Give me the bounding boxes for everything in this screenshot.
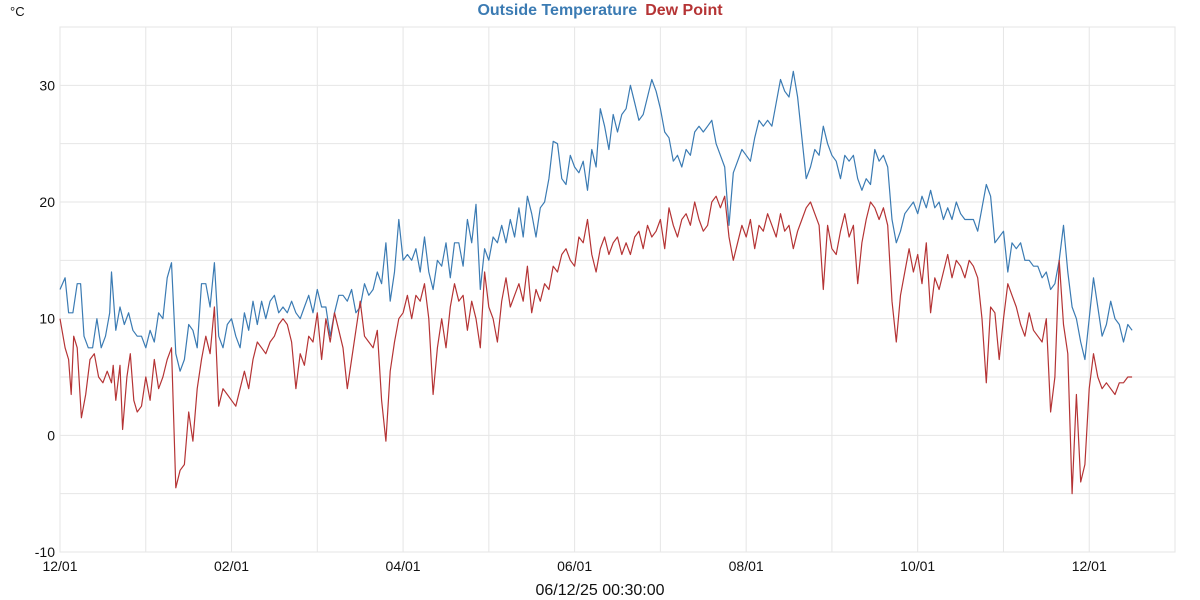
temperature-series-line <box>59 70 1133 372</box>
x-tick-label: 08/01 <box>729 558 764 574</box>
axes: -10 0 10 20 30 12/01 02/01 04/01 06/01 08/01 10/01… <box>35 77 1107 574</box>
y-tick-label: 0 <box>47 427 55 443</box>
x-tick-label: 12/01 <box>1072 558 1107 574</box>
x-tick-label: 10/01 <box>900 558 935 574</box>
x-tick-label: 06/01 <box>557 558 592 574</box>
plot-area <box>59 26 1176 553</box>
title-series-dewpoint: Dew Point <box>645 2 723 19</box>
x-tick-label: 02/01 <box>214 558 249 574</box>
y-tick-label: 10 <box>39 311 55 327</box>
y-tick-label: 30 <box>39 77 55 93</box>
y-axis-unit: °C <box>10 4 25 19</box>
timestamp: 06/12/25 00:30:00 <box>535 582 665 599</box>
series-group <box>59 70 1133 495</box>
title-series-temperature: Outside Temperature <box>477 2 638 19</box>
y-tick-label: 20 <box>39 194 55 210</box>
grid <box>59 26 1176 553</box>
x-tick-label: 04/01 <box>386 558 421 574</box>
x-tick-label: 12/01 <box>42 558 77 574</box>
chart-title: Outside Temperature Dew Point <box>0 2 1200 20</box>
dewpoint-series-line <box>59 195 1133 495</box>
y-tick-label: -10 <box>35 544 55 560</box>
